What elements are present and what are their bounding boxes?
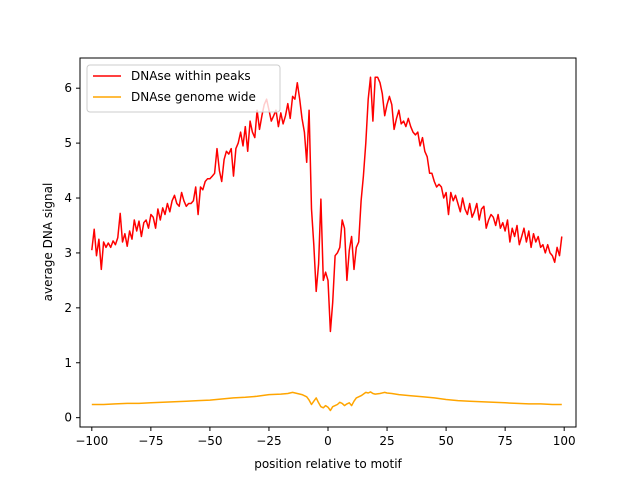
plot-lines (91, 76, 563, 412)
x-tick-label: 100 (553, 434, 576, 448)
x-tick-label: 75 (498, 434, 513, 448)
y-tick-label: 5 (64, 136, 72, 150)
y-axis-label: average DNA signal (41, 183, 55, 302)
x-tick-label: 0 (324, 434, 332, 448)
y-tick-label: 6 (64, 81, 72, 95)
series-line-genome-wide (91, 391, 562, 412)
y-tick-label: 1 (64, 356, 72, 370)
y-tick-label: 3 (64, 246, 72, 260)
x-tick-label: 25 (379, 434, 394, 448)
x-tick-label: −25 (256, 434, 281, 448)
series-line-within-peaks (91, 76, 563, 333)
x-axis: −100 −75 −50 −25 0 25 50 75 100 (75, 427, 576, 448)
x-axis-label: position relative to motif (254, 457, 402, 471)
y-axis: 0 1 2 3 4 5 6 (64, 81, 80, 425)
y-tick-label: 2 (64, 301, 72, 315)
legend-label-genome-wide: DNAse genome wide (131, 90, 256, 104)
plot-frame (79, 57, 577, 428)
y-tick-label: 4 (64, 191, 72, 205)
y-tick-label: 0 (64, 411, 72, 425)
legend: DNAse within peaks DNAse genome wide (86, 64, 281, 113)
x-tick-label: 50 (438, 434, 453, 448)
x-tick-label: −100 (75, 434, 108, 448)
legend-box (86, 64, 281, 113)
legend-label-within-peaks: DNAse within peaks (131, 69, 251, 83)
x-tick-label: −75 (138, 434, 163, 448)
x-tick-label: −50 (197, 434, 222, 448)
